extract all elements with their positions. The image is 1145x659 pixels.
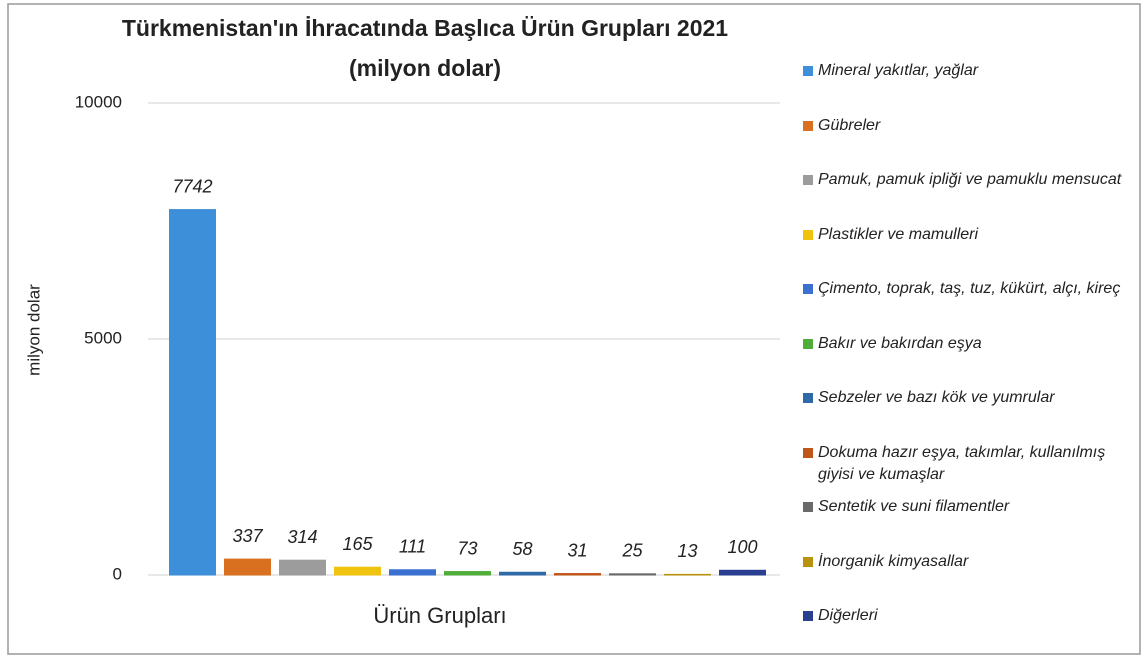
bar bbox=[334, 566, 381, 576]
chart-subtitle: (milyon dolar) bbox=[349, 55, 501, 81]
legend-item: İnorganik kimyasallar bbox=[803, 551, 1133, 573]
data-label: 7742 bbox=[172, 176, 212, 196]
legend-label: Diğerleri bbox=[818, 607, 878, 624]
legend-label: Çimento, toprak, taş, tuz, kükürt, alçı,… bbox=[818, 280, 1121, 297]
bar bbox=[499, 571, 546, 576]
data-label: 58 bbox=[512, 539, 532, 559]
bar bbox=[279, 559, 326, 576]
legend-item: Sebzeler ve bazı kök ve yumrular bbox=[803, 387, 1133, 409]
legend-label: Dokuma hazır eşya, takımlar, kullanılmış… bbox=[818, 443, 1106, 483]
bar bbox=[444, 571, 491, 576]
data-label: 111 bbox=[399, 537, 426, 557]
legend-label: Sentetik ve suni filamentler bbox=[818, 498, 1010, 515]
data-label: 337 bbox=[232, 526, 263, 546]
legend-item: Gübreler bbox=[803, 115, 1133, 137]
data-label: 25 bbox=[621, 541, 643, 561]
legend-label: Gübreler bbox=[818, 116, 881, 134]
legend-item: Çimento, toprak, taş, tuz, kükürt, alçı,… bbox=[803, 278, 1133, 300]
bar bbox=[169, 209, 216, 576]
y-axis-label: milyon dolar bbox=[24, 284, 43, 376]
data-label: 31 bbox=[567, 540, 587, 560]
data-label: 73 bbox=[457, 538, 477, 558]
y-tick-label: 10000 bbox=[75, 92, 122, 111]
legend-item: Pamuk, pamuk ipliği ve pamuklu mensucat bbox=[803, 169, 1133, 191]
legend-swatch bbox=[803, 502, 813, 512]
legend-label: İnorganik kimyasallar bbox=[818, 552, 969, 570]
legend-swatch bbox=[803, 175, 813, 185]
bar bbox=[609, 573, 656, 576]
legend-swatch bbox=[803, 120, 813, 131]
data-label: 100 bbox=[727, 537, 757, 557]
y-tick-label: 5000 bbox=[84, 328, 122, 347]
legend-item: Dokuma hazır eşya, takımlar, kullanılmış… bbox=[803, 442, 1133, 486]
bar bbox=[664, 573, 711, 576]
legend-swatch bbox=[803, 338, 813, 349]
legend-label: Plastikler ve mamulleri bbox=[818, 225, 979, 243]
legend-item: Bakır ve bakırdan eşya bbox=[803, 333, 1133, 355]
bar bbox=[389, 569, 436, 576]
legend-swatch bbox=[803, 556, 813, 567]
data-label: 314 bbox=[287, 527, 317, 547]
y-tick-label: 0 bbox=[113, 564, 122, 583]
legend-swatch bbox=[803, 611, 813, 621]
legend-item: Plastikler ve mamulleri bbox=[803, 224, 1133, 246]
bar bbox=[554, 573, 601, 576]
legend-swatch bbox=[803, 284, 813, 294]
legend-label: Sebzeler ve bazı kök ve yumrular bbox=[818, 389, 1055, 406]
legend-label: Pamuk, pamuk ipliği ve pamuklu mensucat bbox=[818, 171, 1122, 188]
frame bbox=[7, 3, 1141, 655]
legend-item: Sentetik ve suni filamentler bbox=[803, 496, 1133, 518]
legend-item: Diğerleri bbox=[803, 605, 1133, 627]
legend-item: Mineral yakıtlar, yağlar bbox=[803, 60, 1133, 82]
legend-swatch bbox=[803, 393, 813, 403]
data-label: 165 bbox=[342, 534, 373, 554]
legend-swatch bbox=[803, 447, 813, 458]
x-axis-label: Ürün Grupları bbox=[373, 603, 506, 628]
chart-title: Türkmenistan'ın İhracatında Başlıca Ürün… bbox=[122, 15, 728, 41]
data-label: 13 bbox=[677, 541, 697, 561]
legend-label: Bakır ve bakırdan eşya bbox=[818, 334, 982, 352]
bar bbox=[224, 558, 271, 576]
legend-label: Mineral yakıtlar, yağlar bbox=[818, 62, 979, 79]
bar bbox=[719, 569, 766, 576]
legend-swatch bbox=[803, 66, 813, 76]
legend-swatch bbox=[803, 229, 813, 240]
